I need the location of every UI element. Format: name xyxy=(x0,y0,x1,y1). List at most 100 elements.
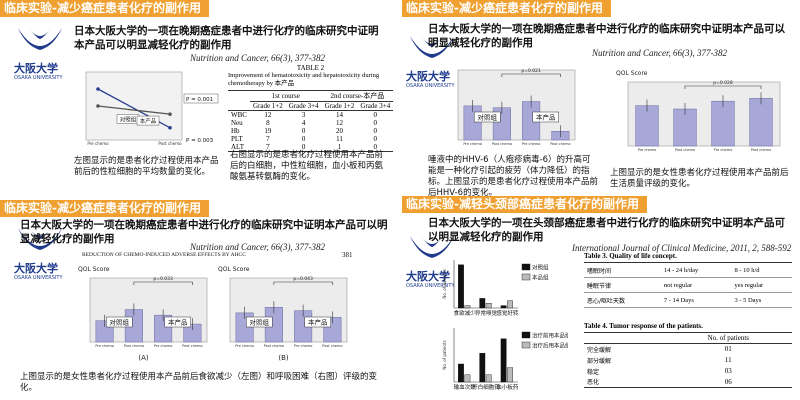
point xyxy=(96,104,100,108)
point xyxy=(96,87,100,91)
table-row: PLT 7 0 11 0 xyxy=(228,135,393,143)
bar xyxy=(711,100,735,147)
p-value: p=0.028 xyxy=(713,80,733,86)
bar xyxy=(464,374,471,383)
x-tick-label: Pre chemo xyxy=(154,344,173,348)
significance-bracket xyxy=(501,73,561,77)
table-cell: 06 xyxy=(724,377,732,386)
p-value: p=0.043 xyxy=(293,276,313,282)
p-value: p=0.021 xyxy=(521,68,541,74)
chart: QOL Score Pre chemo Post chemo Pre chemo Pos… xyxy=(78,266,208,362)
caption: 右图显示的是患者化疗过程使用本产品前后的白细胞，中性粒细胞，血小板和丙氨酸氨基转… xyxy=(230,150,384,182)
table-cell: 0 xyxy=(301,143,306,151)
table: No. of patients 完全缓解 01 部分缓解 11 稳定 03 恶化 06 xyxy=(584,332,792,388)
table-title: TABLE 2 xyxy=(296,64,325,72)
table-cell: 12 xyxy=(335,119,343,127)
logo-mark xyxy=(410,34,454,58)
bar xyxy=(479,298,486,309)
table-row: 完全缓解 01 xyxy=(584,344,792,355)
table-row: 1st course 2nd course-本产品 xyxy=(228,90,394,102)
y-axis-label: No. of patients xyxy=(442,269,447,298)
column-group-header: 2nd course-本产品 xyxy=(321,90,394,102)
bar xyxy=(635,105,659,147)
table-cell: 0 xyxy=(373,119,378,127)
bar xyxy=(458,363,464,383)
table-cell: 4 xyxy=(301,119,306,127)
table-cell: ALT xyxy=(231,143,244,151)
table-cell: 7 xyxy=(266,143,270,151)
citation: Nutrition and Cancer, 66(3), 377-382 xyxy=(190,53,325,63)
table-cell: 7 xyxy=(266,135,270,143)
logo-mark xyxy=(410,234,454,258)
column-group-header: 1st course xyxy=(249,90,322,102)
x-tick-label: Post chemo xyxy=(675,148,695,152)
x-tick-label: 输血次数 xyxy=(454,383,477,391)
column-header: Grade 3+4 xyxy=(288,102,319,110)
table-title: Table 3. Quality of life concept. xyxy=(584,252,677,260)
x-tick-label: Pre chemo xyxy=(463,142,482,146)
logo-name-en: OSAKA UNIVERSITY xyxy=(14,75,63,81)
table-row: 睡眠节律 not regular yes regular xyxy=(584,278,792,293)
group-label-box xyxy=(164,316,191,328)
logo-name-en: OSAKA UNIVERSITY xyxy=(14,275,63,281)
figure-title: REDUCTION OF CHEMO-INDUCED ADVERSE EFFEC… xyxy=(82,252,246,258)
logo-mark xyxy=(18,26,62,50)
legend-label: 本品组 xyxy=(532,274,549,282)
group-label-box xyxy=(246,316,273,328)
panel-header: 临床实验-减轻头颈部癌症患者化疗的副作用 xyxy=(402,196,647,213)
citation: Nutrition and Cancer, 66(3), 377-382 xyxy=(190,242,325,252)
x-tick-label: Pre chemo xyxy=(714,148,733,152)
caption: 左图显示的是患者化疗过程使用本产品前后的性粒细胞的平均数量的变化。 xyxy=(74,156,219,177)
group-label-box xyxy=(532,111,559,123)
table-cell: 0 xyxy=(373,111,378,119)
table-block: Table 3. Quality of life concept. 嗜眠时间 14 … xyxy=(584,252,792,308)
significance-bracket xyxy=(133,281,193,285)
significance-bracket xyxy=(684,85,762,89)
bar xyxy=(500,338,507,383)
x-tick-label: Pre chemo xyxy=(87,141,109,146)
table-row: Grade 1+2 Grade 3+4 Grade 1+2 Grade 3+4 xyxy=(228,102,394,111)
x-tick-label: Pre chemo xyxy=(95,344,114,348)
logo-name: 大阪大学 xyxy=(406,270,450,283)
chart-sublabel: (B) xyxy=(278,354,289,362)
panel-header: 临床实验-减少癌症患者化疗的副作用 xyxy=(0,200,209,217)
x-tick-label: 感觉好转 xyxy=(496,309,519,317)
caption: 上图显示的是女性患者化疗过程使用本产品前后生活质量评级的变化。 xyxy=(610,168,789,189)
legend-swatch xyxy=(521,331,531,339)
y-axis-label: No. of patients xyxy=(442,340,447,369)
bar xyxy=(485,374,492,383)
x-tick-label: Post chemo xyxy=(124,344,144,348)
table-cell: not regular xyxy=(663,281,693,289)
caption: 上图显示的是女性患者化疗过程使用本产品前后食欲减少（左图）和呼吸困难（右图）评级… xyxy=(20,372,378,393)
panel-header: 临床实验-减少癌症患者化疗的副作用 xyxy=(402,0,611,17)
legend-swatch xyxy=(521,263,531,271)
annotation: P = 0.003 xyxy=(186,138,214,144)
table-cell: 8 - 10 h/d xyxy=(734,266,760,274)
table-cell: 8 xyxy=(266,119,270,127)
logo-name: 大阪大学 xyxy=(14,262,58,275)
panel: 临床实验-减少癌症患者化疗的副作用 大阪大学 OSAKA UNIVERSITY … xyxy=(402,0,798,196)
table-block: Table 4. Tumor response of the patients.… xyxy=(584,322,792,388)
table-row: ALT 7 0 1 0 xyxy=(228,143,393,152)
table-cell: WBC xyxy=(231,111,247,119)
table-cell: 12 xyxy=(264,111,272,119)
table-cell: 恶心/呕吐天数 xyxy=(587,297,626,305)
x-tick-label: 开白细胞药 xyxy=(472,383,500,391)
table-cell: 20 xyxy=(335,127,343,135)
bar xyxy=(464,305,471,309)
group-label-box xyxy=(304,316,331,328)
table-cell xyxy=(228,91,250,102)
bar xyxy=(458,264,464,309)
table-cell: 0 xyxy=(373,135,378,143)
annotation: P = 0.001 xyxy=(186,97,213,103)
table-cell: 7 - 14 Days xyxy=(663,296,694,304)
chart: Pre chemo Post chemo 对照组 本产品 P = 0.001 P = 0.… xyxy=(85,71,219,146)
table-cell: yes regular xyxy=(734,281,764,289)
logo-name-en: OSAKA UNIVERSITY xyxy=(406,83,455,89)
chart-title: QOL Score xyxy=(616,70,648,77)
table-cell: 嗜眠时间 xyxy=(587,267,612,275)
annotation-box xyxy=(183,93,219,104)
